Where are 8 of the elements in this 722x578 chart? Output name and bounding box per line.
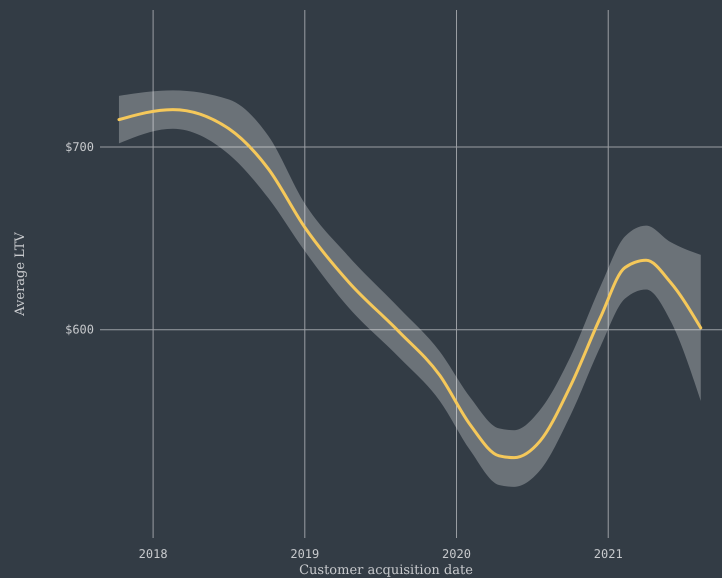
x-tick-label: 2021 xyxy=(594,547,623,561)
y-tick-label: $700 xyxy=(65,140,94,154)
x-tick-label: 2019 xyxy=(290,547,320,561)
x-tick-label: 2018 xyxy=(138,547,168,561)
y-tick-label: $600 xyxy=(65,322,94,337)
x-tick-label: 2020 xyxy=(442,547,471,561)
x-axis-title: Customer acquisition date xyxy=(299,563,474,578)
y-axis-title: Average LTV xyxy=(13,232,28,317)
